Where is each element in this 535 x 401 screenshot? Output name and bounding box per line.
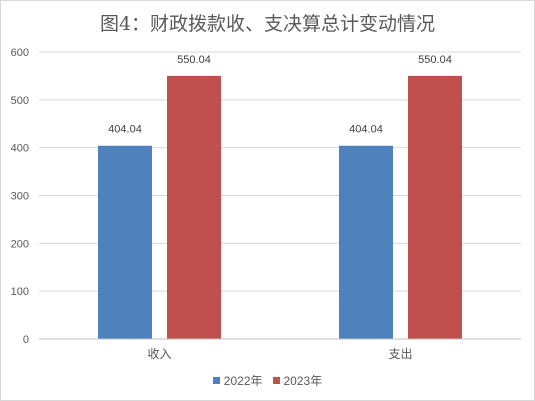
bar (339, 145, 393, 339)
chart-title: 图4：财政拨款收、支决算总计变动情况 (99, 13, 436, 35)
legend-swatch-2022 (212, 377, 220, 384)
y-tick-label: 100 (11, 286, 29, 298)
bar (98, 145, 152, 339)
y-tick-label: 600 (11, 47, 29, 59)
legend-item-2023: 2023年 (272, 372, 323, 389)
legend: 2022年 2023年 (1, 372, 534, 389)
legend-item-2022: 2022年 (212, 372, 263, 389)
data-label: 550.04 (418, 54, 452, 66)
legend-label-2023: 2023年 (283, 374, 323, 388)
legend-swatch-2023 (272, 377, 280, 384)
bar (408, 75, 462, 340)
y-tick-label: 500 (11, 95, 29, 107)
bar (167, 75, 221, 340)
y-tick-label: 0 (23, 334, 29, 346)
x-tick-label: 收入 (147, 347, 171, 361)
y-tick-label: 200 (11, 238, 29, 250)
legend-label-2022: 2022年 (223, 374, 263, 388)
data-label: 550.04 (177, 54, 211, 66)
y-tick-label: 300 (11, 191, 29, 203)
x-tick-label: 支出 (388, 347, 412, 361)
data-label: 404.04 (108, 124, 142, 136)
y-tick-label: 400 (11, 143, 29, 155)
data-label: 404.04 (349, 124, 383, 136)
